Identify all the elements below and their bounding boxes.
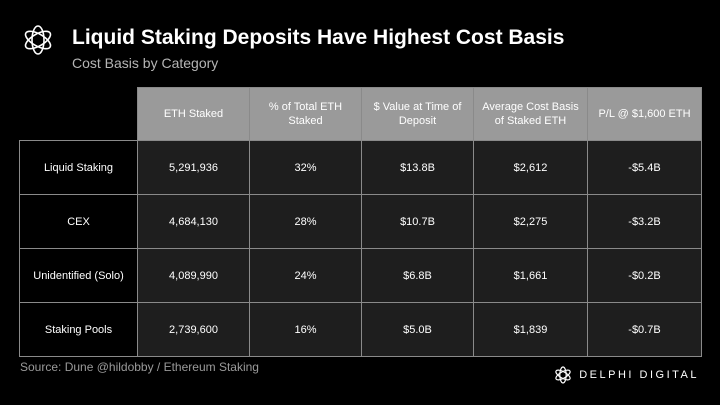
row-label: Unidentified (Solo) [19,248,138,303]
page-subtitle: Cost Basis by Category [72,55,219,71]
table-row: Staking Pools 2,739,600 16% $5.0B $1,839… [19,302,702,357]
table-cell: 24% [249,248,362,303]
source-note: Source: Dune @hildobby / Ethereum Stakin… [20,360,259,374]
table-cell: 5,291,936 [137,140,250,195]
table-cell: -$3.2B [587,194,702,249]
table-cell: $1,839 [473,302,588,357]
table-cell: $2,275 [473,194,588,249]
column-header: Average Cost Basis of Staked ETH [473,87,588,141]
table-cell: $2,612 [473,140,588,195]
table-cell: 2,739,600 [137,302,250,357]
delphi-logo-icon [24,25,52,55]
table-cell: -$5.4B [587,140,702,195]
table-cell: 32% [249,140,362,195]
table-cell: 16% [249,302,362,357]
table-cell: $6.8B [361,248,474,303]
table-row: Liquid Staking 5,291,936 32% $13.8B $2,6… [19,140,702,195]
table-cell: 4,089,990 [137,248,250,303]
table-cell: $1,661 [473,248,588,303]
cost-basis-table: ETH Staked % of Total ETH Staked $ Value… [19,87,702,357]
row-label: CEX [19,194,138,249]
table-cell: $5.0B [361,302,474,357]
column-header: P/L @ $1,600 ETH [587,87,702,141]
row-label: Staking Pools [19,302,138,357]
table-header-row: ETH Staked % of Total ETH Staked $ Value… [19,87,702,141]
brand-mark: DELPHI DIGITAL [553,365,699,385]
delphi-mark-icon [555,366,571,384]
table-cell: 4,684,130 [137,194,250,249]
row-label: Liquid Staking [19,140,138,195]
column-header: $ Value at Time of Deposit [361,87,474,141]
table-cell: $10.7B [361,194,474,249]
table-cell: -$0.7B [587,302,702,357]
table-row: Unidentified (Solo) 4,089,990 24% $6.8B … [19,248,702,303]
table-corner-cell [19,87,138,141]
table-cell: -$0.2B [587,248,702,303]
column-header: ETH Staked [137,87,250,141]
table-cell: $13.8B [361,140,474,195]
column-header: % of Total ETH Staked [249,87,362,141]
page-title: Liquid Staking Deposits Have Highest Cos… [72,26,565,49]
table-row: CEX 4,684,130 28% $10.7B $2,275 -$3.2B [19,194,702,249]
brand-name: DELPHI DIGITAL [579,369,699,381]
table-cell: 28% [249,194,362,249]
